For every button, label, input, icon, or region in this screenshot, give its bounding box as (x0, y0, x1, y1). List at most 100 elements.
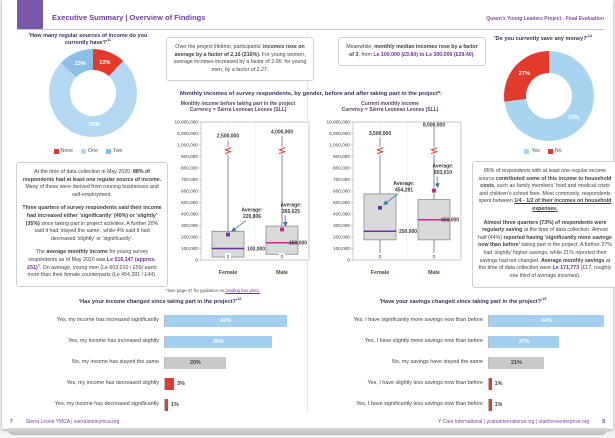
boxplots-main-title: Monthly incomes of survey respondents, b… (179, 91, 443, 97)
svg-text:800,000: 800,000 (181, 165, 198, 170)
svg-text:220,806: 220,806 (243, 214, 261, 220)
footnote-marker: 12 (237, 297, 242, 302)
footnote-text: *See page 47 for guidance on (166, 288, 226, 293)
bar-value-label: 27% (518, 338, 530, 345)
page-number: 7 (10, 419, 13, 425)
pie-slice-label: 27% (518, 71, 530, 78)
title-text: 'Have your savings changed since taking … (379, 299, 543, 305)
question-text: 'How many regular sources of income do y… (28, 33, 148, 47)
svg-text:0: 0 (281, 254, 284, 259)
svg-text:454,281: 454,281 (395, 187, 413, 193)
svg-text:10,000,000: 10,000,000 (175, 119, 199, 124)
bar-category-label: Yes, I have slightly more savings now th… (364, 338, 483, 345)
section-title: Executive Summary | Overview of Findings (52, 13, 206, 22)
savings-change-bar-chart: 'Have your savings changed since taking … (317, 297, 609, 415)
footnote-marker: 11 (107, 38, 112, 43)
reading-box-plots-link[interactable]: reading box plots. (225, 288, 260, 293)
subtitle-currency: Currency = Sierra Leonean Leones (SLL) (341, 107, 439, 114)
svg-text:0: 0 (347, 257, 350, 262)
bar-category-label: No, my savings have stayed the same (391, 359, 483, 366)
svg-text:500,000: 500,000 (333, 200, 350, 205)
svg-text:600,000: 600,000 (333, 188, 350, 193)
savings-change-title: 'Have your savings changed since taking … (317, 297, 609, 305)
svg-text:200,000: 200,000 (181, 234, 198, 239)
bar-row: Yes, I have slightly more savings now th… (317, 331, 609, 352)
boxplot-canvas: 10,000,000 5,000,000 1,000,000 900,000 800,0… (163, 114, 313, 289)
legend-item: No (547, 148, 562, 154)
pie-slice-label: 75% (88, 122, 100, 129)
svg-text:10,000,000: 10,000,000 (327, 119, 351, 124)
svg-text:265,625: 265,625 (282, 208, 300, 214)
subtitle-line: Current monthly income (361, 101, 419, 107)
svg-text:0: 0 (379, 254, 382, 259)
svg-text:1,000,000: 1,000,000 (329, 142, 350, 147)
paragraph: Meanwhile, monthly median incomes rose b… (346, 44, 478, 58)
bar (489, 377, 492, 390)
bar-track: 3% (164, 377, 305, 390)
bar: 27% (489, 335, 560, 348)
incomes-rose-textbox: Over the project lifetime, participants'… (166, 37, 314, 82)
bar-row: Yes, I have significantly more savings n… (317, 310, 609, 331)
page-bottom-shadow (8, 428, 607, 435)
income-change-bar-chart: 'Has your income changed since taking pa… (15, 297, 305, 415)
bar-track: 44% (488, 314, 609, 327)
bar-track: 40% (164, 314, 305, 327)
bar-row: No, my savings have stayed the same 21% (317, 352, 609, 373)
svg-text:350,000: 350,000 (441, 217, 459, 223)
income-change-title: 'Has your income changed since taking pa… (15, 297, 305, 305)
svg-text:Female: Female (371, 270, 390, 276)
bar-value-label: 1% (171, 401, 179, 408)
svg-text:700,000: 700,000 (333, 177, 350, 182)
bar-value-label: 40% (220, 317, 232, 324)
svg-text:Average:: Average: (393, 180, 415, 186)
bar-category-label: Yes, my income has decreased significant… (54, 401, 159, 408)
bar (489, 398, 492, 411)
svg-text:300,000: 300,000 (333, 223, 350, 228)
bar: 20% (165, 356, 226, 369)
boxplot-canvas: 10,000,000 5,000,000 1,000,000 900,000 800,0… (315, 114, 465, 289)
bar (165, 398, 169, 411)
bar-track: 1% (488, 377, 609, 390)
bar-category-label: Yes, my income has decreased slightly (66, 380, 159, 387)
bar-value-label: 1% (494, 380, 503, 387)
svg-text:300,000: 300,000 (181, 223, 198, 228)
boxplot-subtitle: Monthly income before taking part in the… (163, 101, 313, 114)
bar-row: No, my income has stayed the same 20% (15, 352, 305, 373)
bar (165, 377, 175, 390)
question-text: 'Do you currently save any money?' (494, 36, 588, 42)
bar-row: Yes, my income has increased significant… (15, 310, 305, 331)
svg-text:0: 0 (195, 257, 198, 262)
svg-text:4,000,000: 4,000,000 (271, 129, 293, 135)
report-title: Queen's Young Leaders Project - Final Ev… (486, 16, 604, 22)
boxplot-subtitle: Current monthly income Currency = Sierra… (315, 101, 465, 114)
bar-row: Yes, my income has decreased slightly 3% (15, 373, 305, 394)
paragraph: 95% of respondents with at least one reg… (478, 168, 612, 213)
bar-value-label: 1% (494, 401, 503, 408)
bar-category-label: Yes, my income has increased significant… (56, 317, 159, 324)
bar: 40% (165, 314, 287, 327)
purple-tab-logo (17, 0, 43, 29)
bar-value-label: 20% (190, 359, 201, 366)
svg-text:100,000: 100,000 (333, 246, 350, 251)
svg-text:5,000,000: 5,000,000 (329, 131, 350, 136)
pie-slice-label: 73% (568, 114, 580, 121)
savings-question: 'Do you currently save any money?'14 (480, 34, 606, 43)
svg-text:700,000: 700,000 (181, 177, 198, 182)
bar-row: Yes, my income has decreased significant… (15, 394, 305, 415)
svg-text:1,000,000: 1,000,000 (177, 142, 198, 147)
paragraph: Over the project lifetime, participants'… (173, 44, 307, 73)
bar: 35% (165, 335, 272, 348)
bar-track: 35% (164, 335, 305, 348)
footnote-marker: 14 (587, 34, 592, 39)
legend-swatch (81, 148, 87, 154)
legend-swatch (53, 148, 59, 154)
legend-item: Yes (524, 148, 540, 154)
right-page-footer: Y Care International | ycareinternationa… (438, 419, 605, 425)
svg-text:250,000: 250,000 (399, 229, 417, 235)
bar-track: 27% (488, 335, 609, 348)
svg-text:Average:: Average: (280, 202, 302, 208)
bar-value-label: 35% (212, 338, 224, 345)
before-income-boxplot: Monthly income before taking part in the… (163, 101, 313, 289)
svg-text:0: 0 (227, 254, 230, 259)
svg-text:2,500,000: 2,500,000 (217, 133, 239, 139)
